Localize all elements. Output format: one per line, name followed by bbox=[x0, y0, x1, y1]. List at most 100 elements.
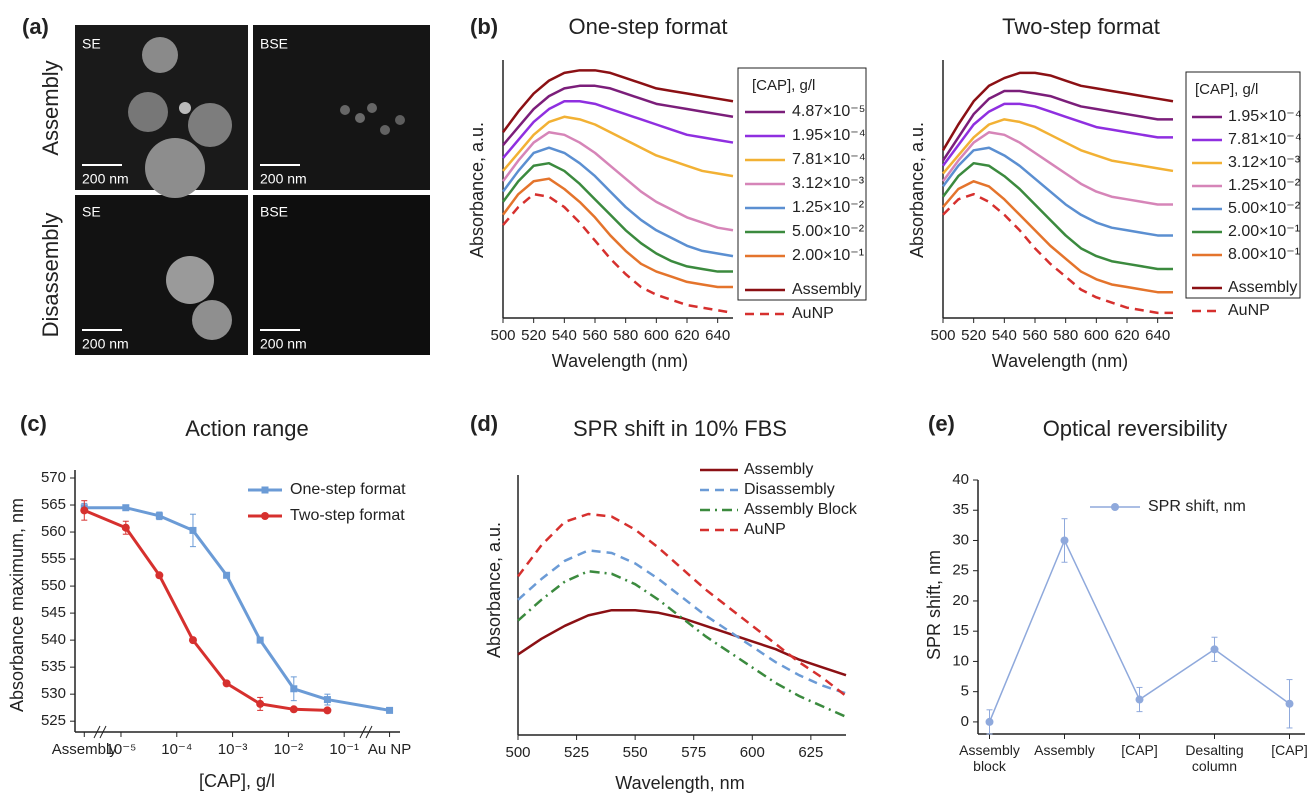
marker bbox=[155, 512, 163, 520]
legend-label: Assembly bbox=[792, 281, 861, 298]
panel-label: (d) bbox=[470, 411, 498, 436]
row-label: Assembly bbox=[38, 60, 63, 155]
chart-title: One-step format bbox=[569, 14, 728, 39]
particle bbox=[380, 125, 390, 135]
marker bbox=[323, 706, 332, 715]
marker bbox=[256, 699, 265, 708]
x-tick-label: 620 bbox=[674, 327, 699, 344]
x-tick-label: 600 bbox=[740, 744, 765, 761]
x-tick-label: 10⁻² bbox=[274, 741, 304, 758]
axis-break bbox=[93, 725, 101, 739]
y-tick-label: 10 bbox=[952, 652, 969, 669]
x-tick-label: 600 bbox=[1084, 327, 1109, 344]
marker bbox=[1060, 536, 1069, 545]
marker bbox=[985, 717, 994, 726]
x-tick-label: Assembly block bbox=[959, 742, 1020, 774]
marker bbox=[256, 636, 264, 644]
series-line bbox=[502, 115, 734, 178]
series-line bbox=[941, 102, 1173, 167]
y-tick-label: 530 bbox=[41, 685, 66, 702]
x-tick-label: 10⁻¹ bbox=[329, 741, 359, 758]
axis-break bbox=[359, 725, 367, 739]
legend-title: [CAP], g/l bbox=[1195, 81, 1258, 98]
series-line bbox=[501, 146, 734, 258]
y-tick-label: 15 bbox=[952, 622, 969, 639]
x-tick-label: 520 bbox=[521, 327, 546, 344]
marker bbox=[222, 679, 231, 688]
x-tick-label: 500 bbox=[505, 744, 530, 761]
series-line bbox=[942, 192, 1173, 315]
x-axis-label: [CAP], g/l bbox=[199, 771, 275, 791]
legend-label: 7.81×10⁻⁴ bbox=[1228, 131, 1302, 148]
x-tick-label: Assembly bbox=[52, 741, 118, 758]
legend-title: [CAP], g/l bbox=[752, 77, 815, 94]
panel-label: (c) bbox=[20, 411, 47, 436]
series-line bbox=[502, 100, 734, 159]
y-tick-label: 570 bbox=[41, 469, 66, 486]
legend-label: 8.00×10⁻¹ bbox=[1228, 246, 1300, 263]
image bbox=[253, 195, 430, 355]
legend-label: Two-step format bbox=[290, 507, 405, 524]
panel-label: (e) bbox=[928, 411, 955, 436]
particle bbox=[340, 105, 350, 115]
panel-label: (b) bbox=[470, 14, 498, 39]
legend-label: 1.95×10⁻⁴ bbox=[792, 127, 866, 144]
x-tick-label: Assembly bbox=[1034, 742, 1095, 758]
marker bbox=[155, 571, 164, 580]
legend-label: 1.25×10⁻² bbox=[1228, 177, 1301, 194]
x-tick-label: 550 bbox=[623, 744, 648, 761]
series-line bbox=[502, 84, 734, 146]
legend-label: Assembly bbox=[1228, 279, 1297, 296]
series-line bbox=[941, 146, 1173, 237]
particle bbox=[166, 256, 214, 304]
legend-marker bbox=[1111, 503, 1119, 511]
series-line bbox=[501, 69, 734, 133]
scale-label: 200 nm bbox=[82, 171, 129, 187]
detector-label: BSE bbox=[260, 36, 288, 52]
series-line bbox=[501, 130, 734, 232]
legend-label: 3.12×10⁻³ bbox=[792, 175, 865, 192]
series-line bbox=[941, 130, 1173, 206]
y-tick-label: 555 bbox=[41, 550, 66, 567]
x-tick-label: Desalting column bbox=[1185, 742, 1244, 774]
row-label: Disassembly bbox=[38, 213, 63, 338]
x-tick-label: 500 bbox=[930, 327, 955, 344]
x-tick-label: [CAP] bbox=[1121, 742, 1158, 758]
marker bbox=[223, 571, 231, 579]
series-line bbox=[517, 512, 847, 697]
particle bbox=[367, 103, 377, 113]
x-tick-label: 640 bbox=[705, 327, 730, 344]
y-tick-label: 535 bbox=[41, 658, 66, 675]
legend-marker bbox=[261, 486, 269, 494]
x-tick-label: 10⁻³ bbox=[218, 741, 248, 758]
marker bbox=[189, 526, 197, 534]
legend-label: 2.00×10⁻¹ bbox=[1228, 223, 1300, 240]
legend-label: 4.87×10⁻⁵ bbox=[792, 103, 865, 120]
legend-marker bbox=[261, 512, 269, 520]
legend-label: 3.12×10⁻³ bbox=[1228, 154, 1301, 171]
y-axis-label: Absorbance, a.u. bbox=[484, 522, 504, 658]
particle bbox=[145, 138, 205, 198]
particle bbox=[395, 115, 405, 125]
x-tick-label: 560 bbox=[582, 327, 607, 344]
x-tick-label: 520 bbox=[961, 327, 986, 344]
marker bbox=[121, 523, 130, 532]
y-tick-label: 25 bbox=[952, 562, 969, 579]
series-line bbox=[941, 71, 1174, 151]
x-tick-label: 625 bbox=[798, 744, 823, 761]
y-tick-label: 565 bbox=[41, 496, 66, 513]
x-tick-label: 580 bbox=[613, 327, 638, 344]
marker bbox=[122, 504, 130, 512]
legend-label: Disassembly bbox=[744, 481, 835, 498]
marker bbox=[1210, 645, 1219, 654]
marker bbox=[289, 705, 298, 714]
series-line bbox=[941, 89, 1173, 162]
series-line bbox=[84, 506, 390, 712]
series-line bbox=[942, 180, 1173, 294]
y-tick-label: 40 bbox=[952, 471, 969, 488]
y-axis-label: Absorbance maximum, nm bbox=[7, 498, 27, 712]
legend-label: 1.95×10⁻⁴ bbox=[1228, 108, 1302, 125]
chart-title: Action range bbox=[185, 416, 309, 441]
x-tick-label: 10⁻⁴ bbox=[161, 741, 192, 758]
